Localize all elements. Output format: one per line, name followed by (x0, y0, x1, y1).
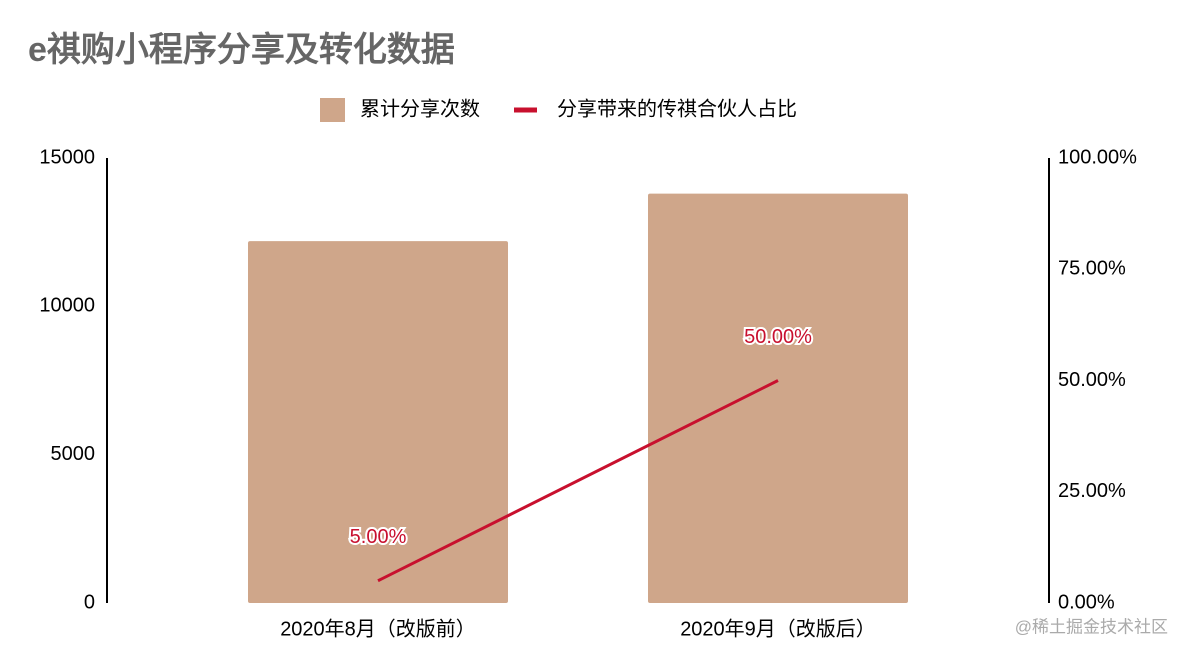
y-tick-label: 5000 (51, 443, 96, 465)
line (377, 379, 779, 583)
data-label: 50.00% (744, 326, 812, 348)
y2-tick-label: 0.00% (1058, 591, 1115, 613)
watermark: @稀土掘金技术社区 (1015, 617, 1168, 636)
x-tick-label: 2020年9月（改版后） (680, 617, 876, 640)
x-tick-label: 2020年8月（改版前） (280, 617, 476, 640)
y2-tick-label: 25.00% (1058, 480, 1126, 502)
legend-swatch (320, 98, 345, 122)
y2-tick-label: 100.00% (1058, 146, 1137, 168)
chart-title: e祺购小程序分享及转化数据 (28, 31, 455, 69)
y-tick-label: 10000 (39, 295, 95, 317)
y2-tick-label: 50.00% (1058, 369, 1126, 391)
legend-label: 分享带来的传祺合伙人占比 (557, 97, 797, 120)
y-tick-label: 15000 (39, 146, 95, 168)
y-tick-label: 0 (84, 591, 95, 613)
data-label: 5.00% (350, 526, 407, 548)
bar (648, 193, 908, 603)
y2-tick-label: 75.00% (1058, 258, 1126, 280)
bar (248, 241, 508, 604)
legend-label: 累计分享次数 (360, 97, 480, 120)
